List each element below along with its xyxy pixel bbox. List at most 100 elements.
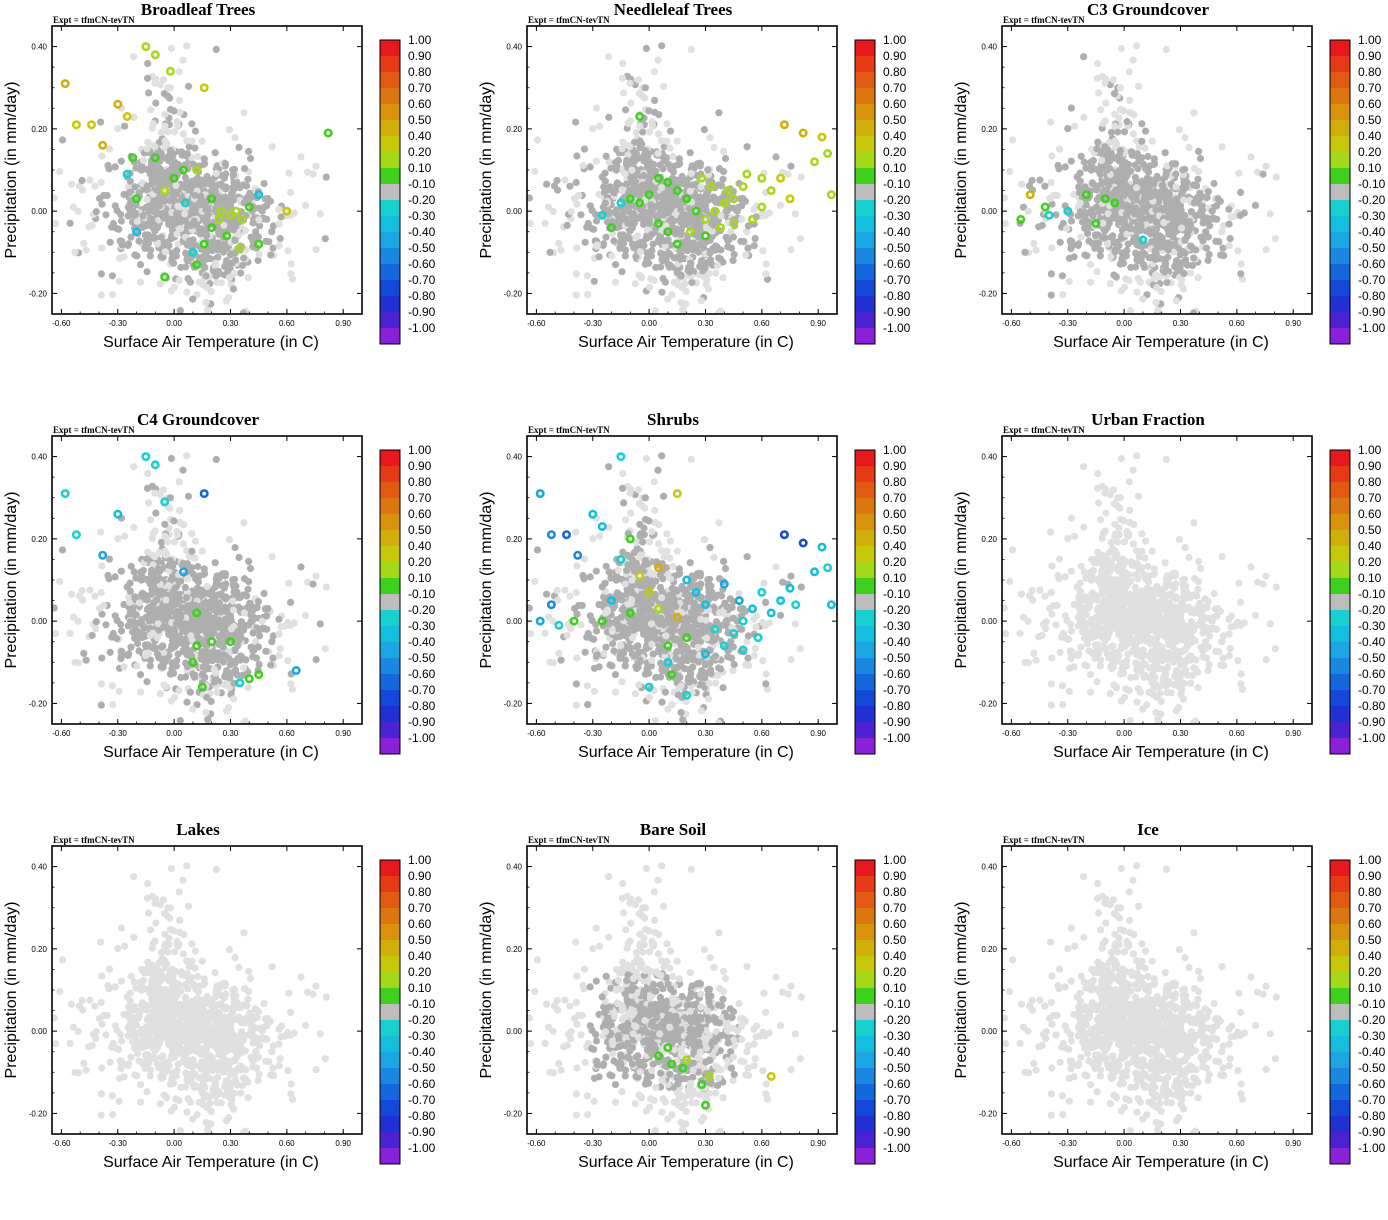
data-point (194, 585, 201, 592)
data-point (172, 592, 179, 599)
data-point (1141, 192, 1148, 199)
colorbar-label: -0.30 (883, 209, 911, 223)
colorbar-swatch (855, 152, 875, 168)
data-point (728, 245, 735, 252)
data-point (249, 647, 256, 654)
data-point (68, 181, 75, 188)
data-point (573, 292, 580, 299)
data-point (698, 297, 705, 304)
data-point (145, 499, 152, 506)
y-tick-label: 0.20 (506, 125, 522, 134)
data-point (139, 212, 146, 219)
data-point (277, 645, 284, 652)
data-point (80, 650, 87, 657)
data-point (137, 279, 144, 286)
data-point (150, 120, 157, 127)
colorbar-label: 0.20 (883, 145, 907, 159)
data-point (181, 620, 188, 627)
colorbar-label: 0.10 (408, 161, 432, 175)
data-point (1009, 136, 1016, 143)
y-tick-label: -0.20 (979, 289, 998, 298)
data-point (1095, 89, 1102, 96)
data-point (1160, 219, 1167, 226)
data-point (151, 143, 158, 150)
data-point (182, 174, 189, 181)
data-point (79, 597, 86, 604)
data-point (662, 279, 669, 286)
data-point (642, 84, 649, 91)
data-point (67, 220, 74, 227)
data-point (138, 167, 145, 174)
data-point (712, 270, 719, 277)
data-point (1048, 152, 1055, 159)
data-point (1203, 245, 1210, 252)
data-point (179, 57, 186, 64)
y-tick-label: -0.20 (29, 289, 48, 298)
data-point (215, 246, 222, 253)
colorbar-swatch (380, 658, 400, 674)
data-point (1163, 199, 1170, 206)
data-point (112, 163, 119, 170)
expt-label: Expt = tfmCN-tevTN (528, 425, 610, 435)
colorbar-swatch (855, 120, 875, 136)
data-point (249, 603, 256, 610)
data-point (648, 210, 655, 217)
data-point (201, 565, 208, 572)
data-point (622, 106, 629, 113)
colorbar-label: 0.80 (883, 65, 907, 79)
data-point (1225, 206, 1232, 213)
data-point (1101, 80, 1108, 87)
data-point (118, 627, 125, 634)
colorbar-label: -0.70 (408, 273, 436, 287)
data-point (173, 118, 180, 125)
colorbar-swatch (380, 498, 400, 514)
colorbar-swatch (855, 312, 875, 328)
data-point (1127, 307, 1134, 314)
x-tick-label: -0.60 (1002, 319, 1021, 328)
colorbar-swatch (380, 72, 400, 88)
data-point (59, 136, 66, 143)
colorbar-label: 0.60 (408, 507, 432, 521)
colorbar-swatch (855, 232, 875, 248)
data-point (1144, 153, 1151, 160)
highlighted-point (115, 101, 121, 107)
data-point (1127, 203, 1134, 210)
plot-frame (52, 26, 362, 314)
data-point (617, 231, 624, 238)
data-point (137, 689, 144, 696)
colorbar: 1.000.900.800.700.600.500.400.200.10-0.1… (855, 33, 911, 344)
data-point (1262, 163, 1269, 170)
data-point (1138, 138, 1145, 145)
colorbar-swatch (380, 722, 400, 738)
data-point (98, 179, 105, 186)
colorbar-label: -0.60 (408, 257, 436, 271)
data-point (1206, 251, 1213, 258)
data-point (650, 161, 657, 168)
data-point (222, 570, 229, 577)
data-point (52, 220, 59, 227)
data-point (124, 583, 131, 590)
data-point (229, 188, 236, 195)
data-point (223, 707, 230, 714)
data-point (744, 143, 751, 150)
data-point (202, 299, 209, 306)
data-point (593, 158, 600, 165)
colorbar-swatch (1330, 136, 1350, 152)
highlighted-point (73, 122, 79, 128)
data-point (235, 144, 242, 151)
data-point (119, 241, 126, 248)
data-point (596, 123, 603, 130)
colorbar-label: -0.90 (1358, 305, 1386, 319)
data-point (564, 222, 571, 229)
data-point (147, 252, 154, 259)
data-point (240, 254, 247, 261)
data-point (240, 519, 247, 526)
data-point (652, 203, 659, 210)
x-tick-label: 0.00 (166, 319, 182, 328)
data-point (185, 493, 192, 500)
data-point (171, 128, 178, 135)
data-point (125, 240, 132, 247)
